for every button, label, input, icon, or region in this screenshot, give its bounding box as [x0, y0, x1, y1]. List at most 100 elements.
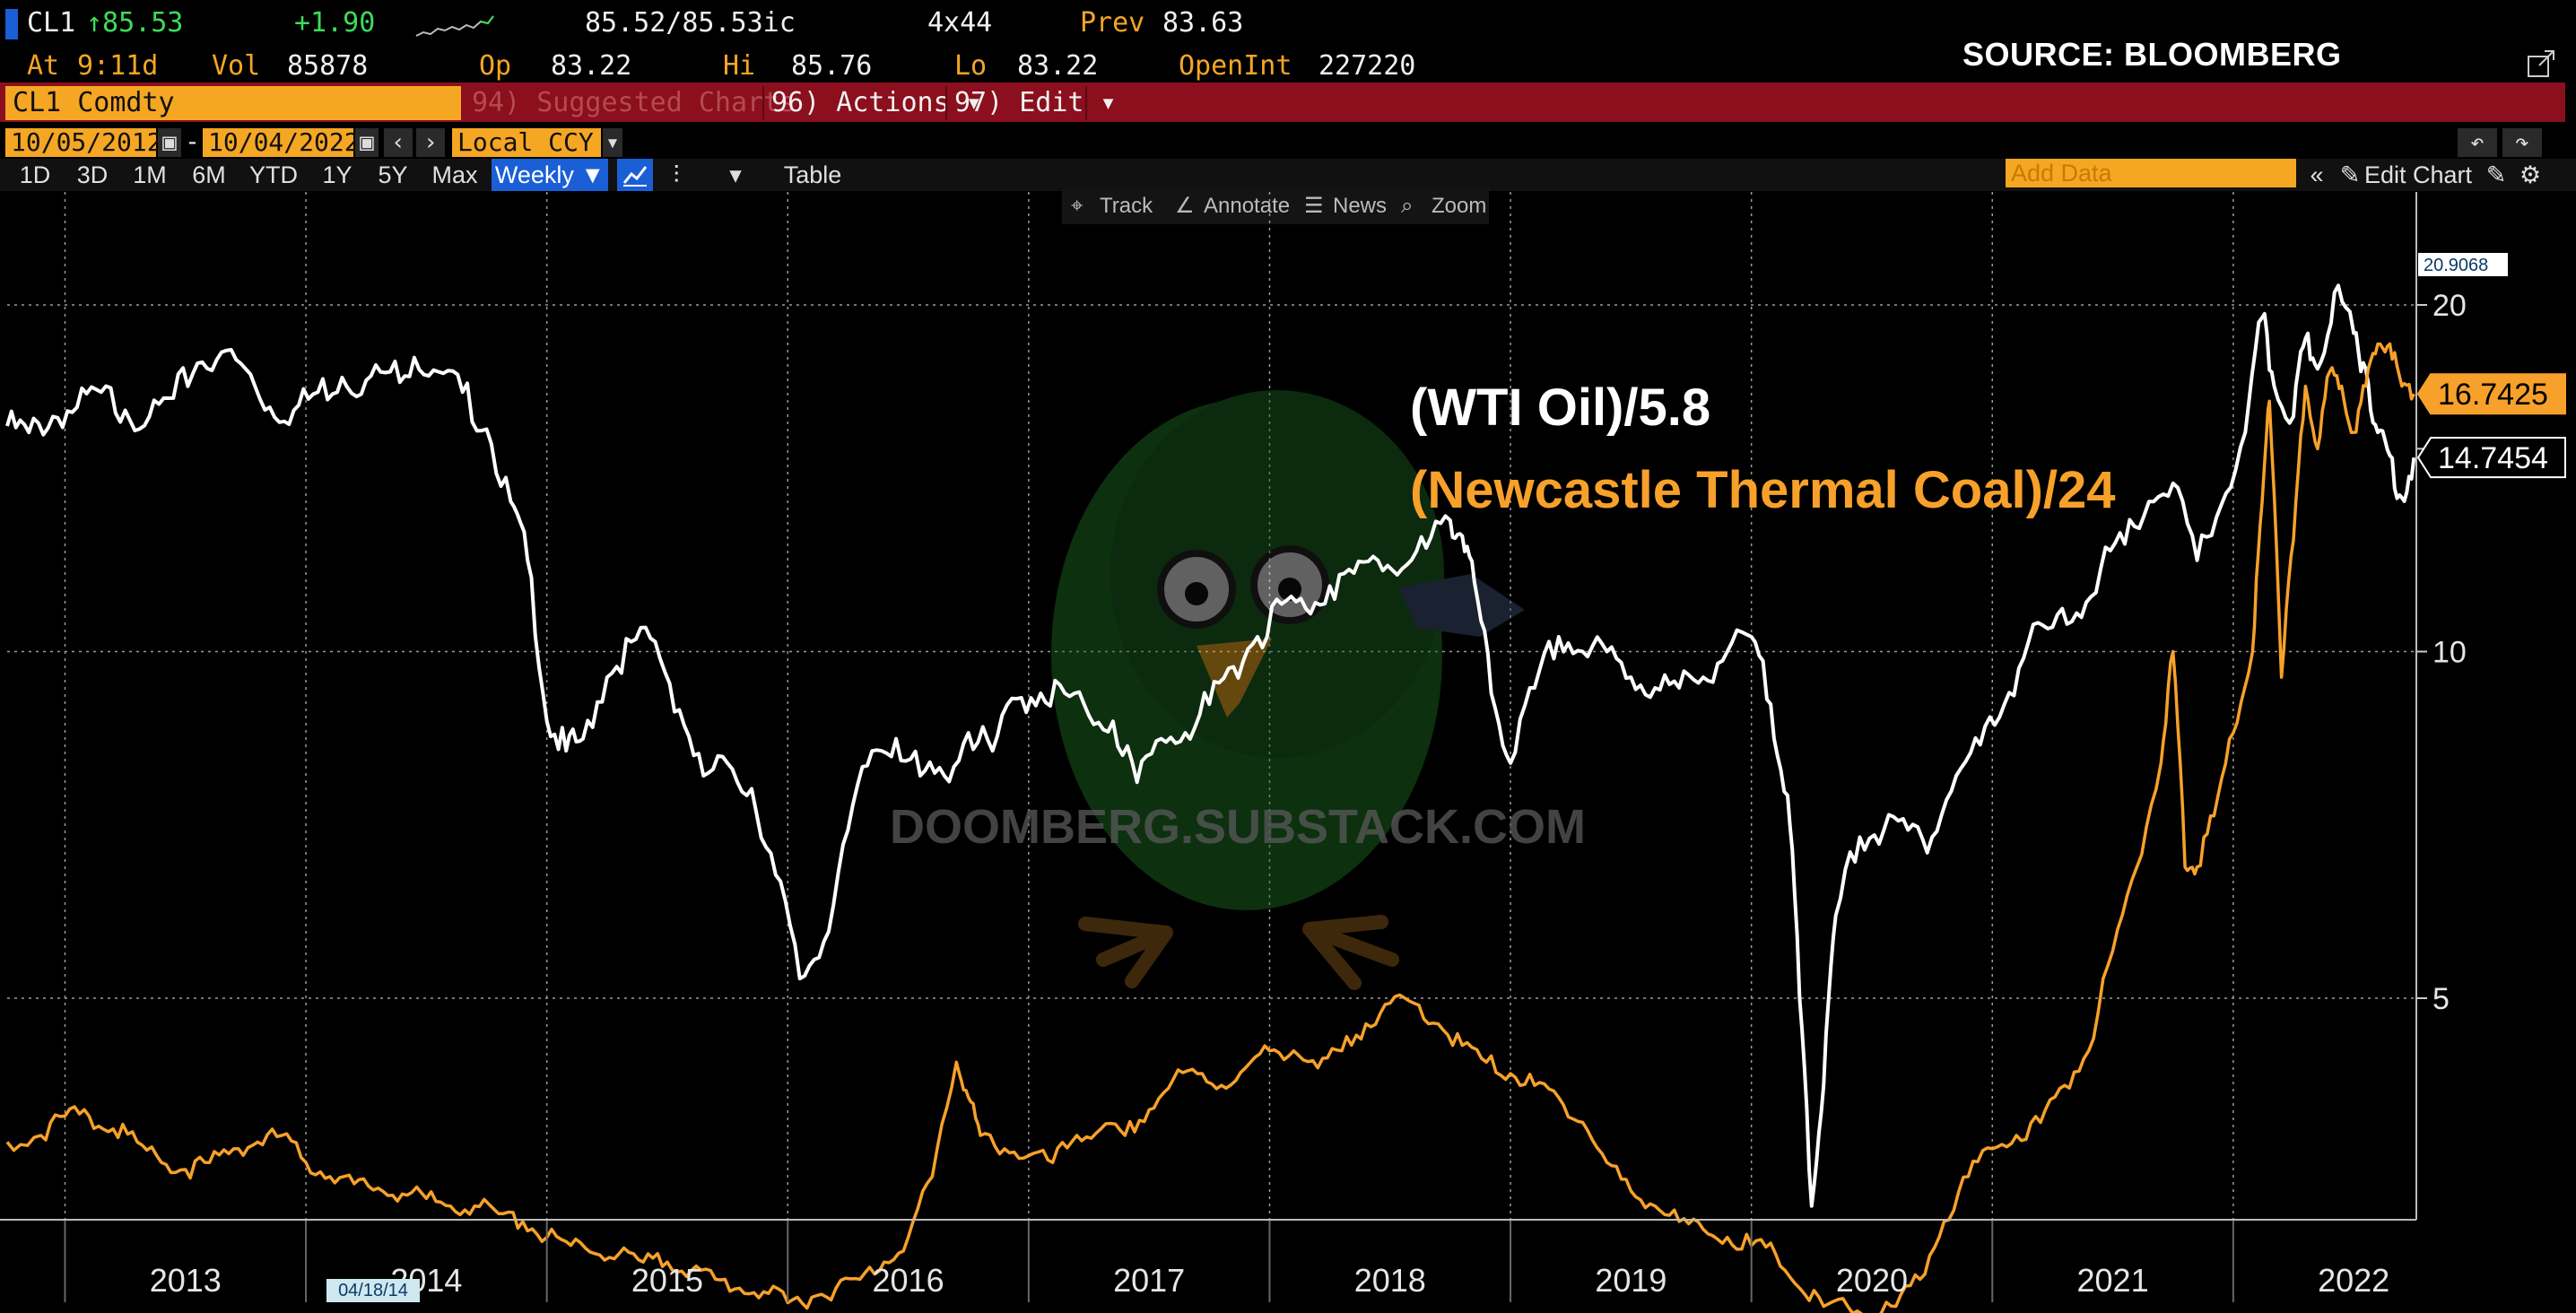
volume: 85878 — [287, 50, 369, 82]
max-value-tag: 20.9068 — [2418, 253, 2508, 276]
security-color-marker — [5, 9, 18, 39]
popout-icon[interactable] — [2526, 48, 2556, 79]
watermark-logo — [1051, 390, 1525, 990]
wti-series-line — [5, 283, 2416, 1208]
rooster-foot — [1078, 917, 1173, 988]
add-data-field[interactable]: Add Data — [2006, 159, 2296, 187]
max-tag-label: 20.9068 — [2424, 256, 2488, 275]
series-layer — [5, 283, 2416, 1313]
low-label: Lo — [954, 50, 988, 82]
calendar-icon[interactable]: ▣ — [158, 128, 181, 157]
menu-divider — [762, 86, 764, 120]
period-1y[interactable]: 1Y — [322, 161, 352, 188]
menu-divider — [945, 86, 947, 120]
crosshair-icon: ⌖ — [1071, 194, 1083, 218]
x-tick-label: 2018 — [1354, 1262, 1426, 1299]
annotate-button[interactable]: Annotate — [1204, 194, 1291, 218]
y-tick-label: 10 — [2432, 636, 2467, 670]
wti-last-value-tag: 14.7454 — [2416, 437, 2566, 479]
pencil-icon: ✎ — [2339, 161, 2361, 188]
edit-icon[interactable]: ✎ — [2485, 161, 2507, 188]
rooster-pupil — [1185, 582, 1208, 605]
rooster-foot — [1302, 915, 1399, 990]
zoom-button[interactable]: Zoom — [1432, 194, 1487, 218]
rooster-comb — [1268, 439, 1301, 472]
currency-select[interactable]: Local CCY — [452, 128, 601, 157]
suggested-charts-menu[interactable]: 94) Suggested Charts — [472, 87, 796, 118]
calendar-icon[interactable]: ▣ — [355, 128, 379, 157]
chart-grid — [7, 192, 2416, 1220]
coal-last-value-tag: 16.7425 — [2416, 373, 2566, 415]
wti-series-label: (WTI Oil)/5.8 — [1410, 378, 1710, 437]
y-tick-label: 20 — [2432, 289, 2467, 323]
gear-icon[interactable]: ⚙ — [2519, 161, 2542, 188]
x-tick-label: 2013 — [150, 1262, 222, 1299]
period-6m[interactable]: 6M — [192, 161, 226, 188]
rooster-comb — [1231, 420, 1266, 457]
x-tick-label: 2019 — [1595, 1262, 1667, 1299]
rooster-pupil — [1278, 578, 1301, 601]
news-icon: ☰ — [1304, 194, 1324, 218]
bar-chart-icon[interactable]: ⫶ — [673, 161, 680, 188]
sparkline-icon — [415, 15, 494, 37]
x-tick-label: 2022 — [2318, 1262, 2389, 1299]
table-button[interactable]: Table — [783, 161, 842, 188]
x-tick-label: 2015 — [631, 1262, 703, 1299]
value-tag-label: 16.7425 — [2438, 378, 2548, 412]
x-tick-label: 2017 — [1113, 1262, 1185, 1299]
edit-chart-button[interactable]: Edit Chart — [2364, 161, 2473, 188]
net-change: +1.90 — [294, 7, 376, 39]
collapse-icon[interactable]: « — [2310, 161, 2324, 188]
low-price: 83.22 — [1017, 50, 1099, 82]
period-1m[interactable]: 1M — [133, 161, 167, 188]
rooster-wing — [1399, 574, 1525, 637]
period-3d[interactable]: 3D — [76, 161, 109, 188]
security-field[interactable]: CL1 Comdty — [5, 86, 461, 120]
period-ytd[interactable]: YTD — [249, 161, 298, 188]
next-period-button[interactable]: › — [416, 128, 445, 157]
rooster-beak — [1197, 639, 1272, 717]
vol-label: Vol — [212, 50, 261, 82]
start-date-field[interactable]: 10/05/2012 — [5, 128, 162, 157]
chevron-down-icon[interactable]: ▾ — [729, 161, 742, 188]
menu-divider — [1085, 86, 1087, 120]
x-tick-label: 2016 — [873, 1262, 944, 1299]
zoom-icon: ⌕ — [1401, 194, 1414, 218]
prev-period-button[interactable]: ‹ — [384, 128, 413, 157]
open-interest: 227220 — [1318, 50, 1416, 82]
x-tick-label: 2020 — [1836, 1262, 1908, 1299]
x-tick-label: 2021 — [2077, 1262, 2149, 1299]
rooster-eye — [1250, 545, 1329, 624]
open-label: Op — [479, 50, 512, 82]
y-tick-label: 5 — [2432, 982, 2450, 1016]
annotate-icon: ∠ — [1175, 194, 1195, 218]
period-5y[interactable]: 5Y — [378, 161, 408, 188]
date-dash: - — [185, 126, 200, 156]
value-tag-label: 14.7454 — [2438, 441, 2548, 475]
cursor-date-label: 04/18/14 — [326, 1279, 420, 1302]
period-1d[interactable]: 1D — [19, 161, 51, 188]
source-label: SOURCE: BLOOMBERG — [1962, 36, 2342, 73]
max-tag-box — [2418, 253, 2508, 276]
edit-menu[interactable]: 97) Edit ▾ — [954, 87, 1117, 118]
bid-ask: 85.52/85.53ic — [585, 7, 796, 39]
track-button[interactable]: Track — [1100, 194, 1153, 218]
news-button[interactable]: News — [1333, 194, 1388, 218]
watermark-text: DOOMBERG.SUBSTACK.COM — [890, 800, 1586, 854]
open-price: 83.22 — [551, 50, 632, 82]
chevron-down-icon[interactable]: ▾ — [603, 128, 622, 157]
end-date-field[interactable]: 10/04/2022 — [203, 128, 360, 157]
coal-series-line — [5, 342, 2415, 1313]
coal-series-label: (Newcastle Thermal Coal)/24 — [1410, 461, 2116, 519]
value-tag-box — [2416, 437, 2566, 479]
rooster-head — [1110, 390, 1444, 758]
line-chart-icon[interactable] — [617, 159, 653, 191]
period-max[interactable]: Max — [431, 161, 478, 188]
redo-icon[interactable]: ↷ — [2502, 128, 2542, 157]
undo-icon[interactable]: ↶ — [2458, 128, 2497, 157]
prev-label: Prev — [1080, 7, 1145, 39]
frequency-select[interactable]: Weekly ▼ — [492, 159, 608, 191]
rooster-eye — [1157, 550, 1236, 629]
